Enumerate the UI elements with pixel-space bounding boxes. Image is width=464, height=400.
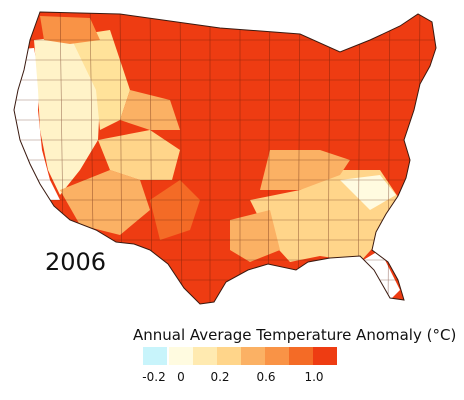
- legend-tick-label: 0: [177, 370, 185, 384]
- legend-tick-label: 0.6: [256, 370, 276, 384]
- legend-tick-label: 0.2: [210, 370, 230, 384]
- lower-mississippi-region: [230, 210, 280, 262]
- legend-swatch: [289, 347, 313, 365]
- carolina-region: [340, 175, 396, 210]
- legend-swatch: [313, 347, 337, 365]
- legend-swatch: [143, 347, 167, 365]
- florida-region: [360, 250, 400, 300]
- west-interior-region: [34, 36, 100, 195]
- legend-tick-label: 1.0: [304, 370, 324, 384]
- north-pacific-region: [40, 16, 100, 44]
- county-borders: [14, 12, 436, 304]
- new-mexico-region: [150, 180, 200, 240]
- us-outline: [13, 11, 437, 305]
- legend-swatch: [193, 347, 217, 365]
- legend-swatch: [265, 347, 289, 365]
- year-label: 2006: [45, 248, 107, 276]
- legend-swatch: [217, 347, 241, 365]
- legend-tick-label: -0.2: [142, 370, 166, 384]
- southwest-region: [60, 170, 150, 235]
- legend-title: Annual Average Temperature Anomaly (°C): [133, 326, 457, 344]
- legend-colorbar: [143, 347, 343, 365]
- four-corners-region: [98, 130, 180, 180]
- legend-swatch: [241, 347, 265, 365]
- us-temperature-anomaly-map: [13, 11, 437, 305]
- legend-swatch: [169, 347, 193, 365]
